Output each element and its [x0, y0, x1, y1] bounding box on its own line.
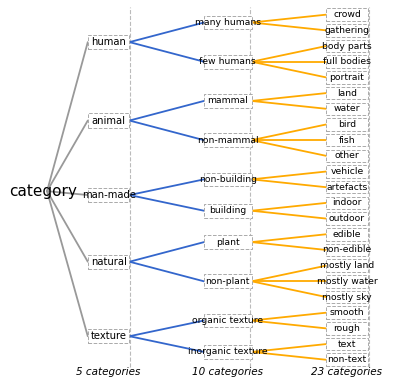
FancyBboxPatch shape [326, 338, 368, 350]
Text: fish: fish [339, 136, 355, 145]
FancyBboxPatch shape [326, 87, 368, 99]
FancyBboxPatch shape [326, 291, 368, 303]
Text: texture: texture [91, 331, 127, 341]
Text: text: text [338, 340, 356, 348]
Text: non-mammal: non-mammal [197, 136, 259, 145]
FancyBboxPatch shape [88, 254, 130, 269]
FancyBboxPatch shape [204, 16, 252, 29]
Text: full bodies: full bodies [323, 57, 371, 66]
Text: non-building: non-building [199, 175, 257, 184]
Text: few humans: few humans [200, 57, 256, 66]
FancyBboxPatch shape [326, 8, 368, 21]
FancyBboxPatch shape [326, 212, 368, 225]
Text: portrait: portrait [330, 73, 364, 82]
Text: organic texture: organic texture [192, 316, 263, 325]
FancyBboxPatch shape [326, 150, 368, 162]
Text: building: building [209, 206, 246, 215]
Text: human: human [91, 37, 126, 47]
FancyBboxPatch shape [88, 329, 130, 343]
Text: vehicle: vehicle [330, 167, 364, 176]
FancyBboxPatch shape [204, 235, 252, 249]
FancyBboxPatch shape [204, 133, 252, 147]
FancyBboxPatch shape [326, 118, 368, 131]
Text: edible: edible [333, 230, 361, 239]
Text: man-made: man-made [82, 190, 136, 200]
FancyBboxPatch shape [204, 275, 252, 288]
Text: inorganic texture: inorganic texture [188, 347, 268, 356]
Text: land: land [337, 89, 357, 97]
Text: body parts: body parts [322, 42, 372, 50]
FancyBboxPatch shape [88, 35, 130, 49]
FancyBboxPatch shape [204, 345, 252, 359]
FancyBboxPatch shape [326, 259, 368, 272]
Text: bird: bird [338, 120, 356, 129]
FancyBboxPatch shape [326, 102, 368, 115]
FancyBboxPatch shape [326, 24, 368, 37]
Text: water: water [334, 104, 360, 113]
Text: natural: natural [91, 257, 126, 267]
Text: indoor: indoor [332, 198, 362, 207]
Text: outdoor: outdoor [329, 214, 365, 223]
FancyBboxPatch shape [326, 275, 368, 288]
FancyBboxPatch shape [326, 197, 368, 209]
Text: non-text: non-text [328, 355, 366, 364]
Text: 23 categories: 23 categories [312, 367, 382, 377]
FancyBboxPatch shape [204, 173, 252, 186]
FancyBboxPatch shape [204, 55, 252, 68]
Text: gathering: gathering [324, 26, 370, 35]
Text: 10 categories: 10 categories [192, 367, 263, 377]
FancyBboxPatch shape [326, 244, 368, 256]
Text: other: other [334, 151, 359, 160]
Text: 5 categories: 5 categories [76, 367, 141, 377]
FancyBboxPatch shape [204, 94, 252, 108]
Text: mostly water: mostly water [316, 277, 377, 286]
FancyBboxPatch shape [326, 40, 368, 52]
FancyBboxPatch shape [88, 188, 130, 202]
FancyBboxPatch shape [204, 314, 252, 327]
Text: artefacts: artefacts [326, 183, 368, 192]
Text: non-plant: non-plant [206, 277, 250, 286]
Text: crowd: crowd [333, 10, 361, 19]
FancyBboxPatch shape [326, 165, 368, 178]
Text: many humans: many humans [195, 18, 261, 27]
FancyBboxPatch shape [326, 228, 368, 241]
Text: mammal: mammal [207, 96, 248, 105]
Text: mostly land: mostly land [320, 261, 374, 270]
FancyBboxPatch shape [326, 181, 368, 193]
Text: animal: animal [92, 115, 126, 126]
FancyBboxPatch shape [326, 306, 368, 319]
Text: mostly sky: mostly sky [322, 293, 372, 301]
FancyBboxPatch shape [326, 55, 368, 68]
FancyBboxPatch shape [326, 322, 368, 335]
FancyBboxPatch shape [204, 204, 252, 218]
FancyBboxPatch shape [326, 71, 368, 84]
FancyBboxPatch shape [326, 353, 368, 366]
Text: category: category [9, 184, 77, 199]
Text: rough: rough [334, 324, 360, 333]
Text: non-edible: non-edible [322, 246, 372, 254]
FancyBboxPatch shape [326, 134, 368, 146]
Text: smooth: smooth [330, 308, 364, 317]
Text: plant: plant [216, 238, 240, 247]
FancyBboxPatch shape [88, 113, 130, 128]
